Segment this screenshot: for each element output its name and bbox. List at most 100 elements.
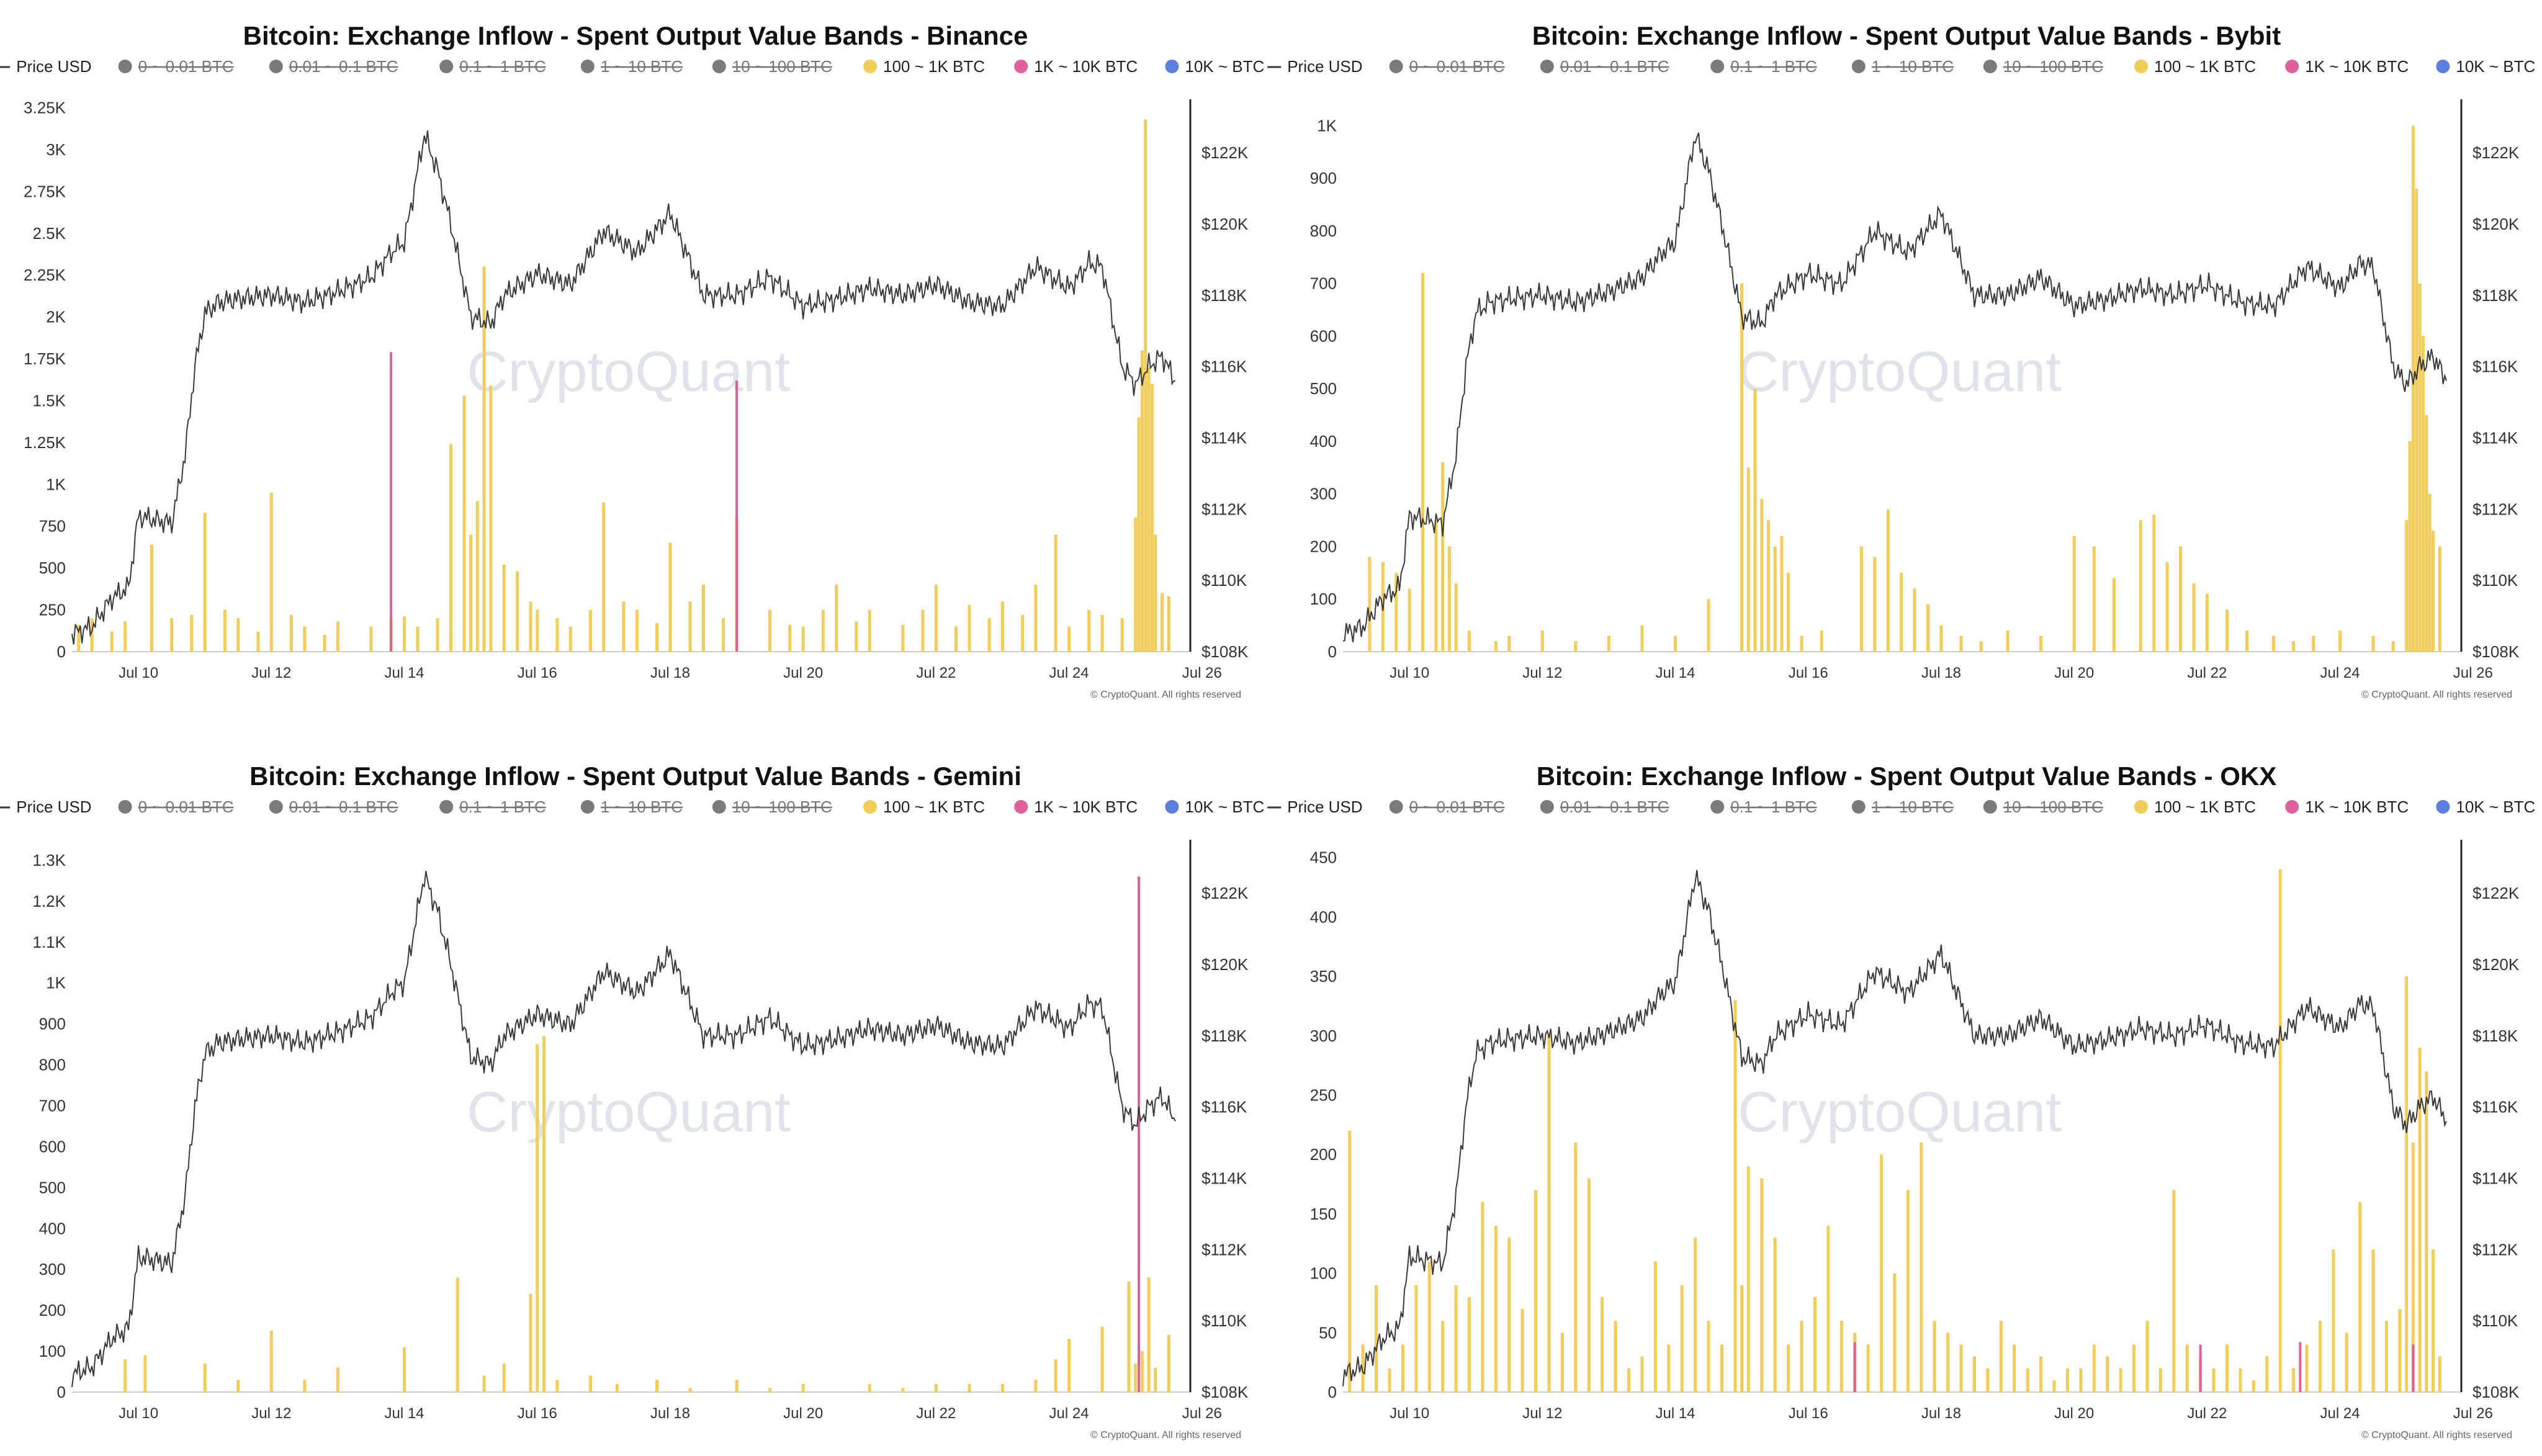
watermark: CryptoQuant — [1738, 1081, 2062, 1144]
bar-100-1k-btc — [190, 614, 194, 652]
y-tick-label: 750 — [39, 517, 66, 536]
bar-100-1k-btc — [615, 1383, 619, 1392]
legend-label: 0 ~ 0.01 BTC — [138, 798, 234, 816]
bar-100-1k-btc — [622, 601, 626, 652]
legend-dot-swatch — [118, 60, 132, 73]
legend-item-4[interactable]: 1 ~ 10 BTC — [580, 57, 683, 76]
y-tick-label: 50 — [1319, 1323, 1337, 1342]
y-tick-label: 400 — [1310, 907, 1337, 926]
bar-100-1k-btc — [2312, 636, 2315, 652]
legend-dot-swatch — [863, 800, 877, 814]
legend-item-8[interactable]: 10K ~ BTC — [1165, 57, 1264, 76]
bar-100-1k-btc — [1820, 631, 1823, 652]
legend-item-8[interactable]: 10K ~ BTC — [2436, 57, 2535, 76]
legend-item-2[interactable]: 0.01 ~ 0.1 BTC — [269, 57, 398, 76]
legend-item-1[interactable]: 0 ~ 0.01 BTC — [118, 798, 234, 816]
legend-item-7[interactable]: 1K ~ 10K BTC — [2285, 798, 2409, 816]
bar-100-1k-btc — [1813, 1296, 1817, 1392]
legend-item-6[interactable]: 100 ~ 1K BTC — [863, 57, 985, 76]
y-tick-label: 600 — [39, 1137, 66, 1156]
bar-100-1k-btc — [2039, 636, 2043, 652]
bar-100-1k-btc — [489, 385, 493, 652]
x-tick-label: Jul 18 — [650, 665, 690, 681]
bar-100-1k-btc — [1388, 1368, 1391, 1392]
bar-100-1k-btc — [2271, 636, 2275, 652]
legend-item-5[interactable]: 10 ~ 100 BTC — [712, 798, 832, 816]
legend-item-5[interactable]: 10 ~ 100 BTC — [1983, 798, 2103, 816]
legend-item-6[interactable]: 100 ~ 1K BTC — [2134, 798, 2256, 816]
legend-item-7[interactable]: 1K ~ 10K BTC — [1014, 798, 1138, 816]
bar-100-1k-btc — [1880, 1154, 1884, 1392]
legend-item-2[interactable]: 0.01 ~ 0.1 BTC — [1540, 798, 1669, 816]
bar-100-1k-btc — [768, 609, 772, 652]
x-tick-label: Jul 16 — [1789, 1405, 1828, 1422]
legend-label: 0.1 ~ 1 BTC — [459, 57, 546, 76]
legend-item-4[interactable]: 1 ~ 10 BTC — [1851, 57, 1954, 76]
legend-item-8[interactable]: 10K ~ BTC — [1165, 798, 1264, 816]
bar-100-1k-btc — [124, 621, 127, 652]
price-tick-label: $116K — [1201, 1098, 1247, 1117]
legend-item-3[interactable]: 0.1 ~ 1 BTC — [439, 57, 546, 76]
legend-dot-swatch — [1710, 800, 1725, 814]
y-tick-label: 0 — [1328, 1383, 1337, 1401]
bar-100-1k-btc — [223, 609, 227, 652]
x-tick-label: Jul 18 — [1921, 665, 1961, 681]
bar-100-1k-btc — [1893, 1273, 1897, 1392]
legend-item-6[interactable]: 100 ~ 1K BTC — [2134, 57, 2256, 76]
x-tick-label: Jul 24 — [1049, 665, 1089, 681]
legend-item-0[interactable]: Price USD — [1267, 798, 1363, 816]
bar-100-1k-btc — [1067, 1339, 1071, 1392]
bar-100-1k-btc — [1773, 546, 1777, 652]
x-tick-label: Jul 14 — [1655, 665, 1695, 681]
bar-100-1k-btc — [555, 1380, 559, 1392]
legend-label: 10K ~ BTC — [2456, 798, 2535, 816]
legend-item-5[interactable]: 10 ~ 100 BTC — [1983, 57, 2103, 76]
legend-item-1[interactable]: 0 ~ 0.01 BTC — [1389, 798, 1505, 816]
legend-item-2[interactable]: 0.01 ~ 0.1 BTC — [1540, 57, 1669, 76]
legend-item-4[interactable]: 1 ~ 10 BTC — [1851, 798, 1954, 816]
price-line — [1342, 132, 2447, 642]
bar-100-1k-btc — [934, 1383, 938, 1392]
x-tick-label: Jul 22 — [916, 1405, 956, 1422]
bar-100-1k-btc — [2292, 641, 2296, 652]
bar-100-1k-btc — [2205, 593, 2209, 652]
chart-title: Bitcoin: Exchange Inflow - Spent Output … — [243, 21, 1028, 50]
legend-item-3[interactable]: 0.1 ~ 1 BTC — [439, 798, 546, 816]
x-tick-label: Jul 18 — [650, 1405, 690, 1422]
legend-label: 10 ~ 100 BTC — [2003, 798, 2103, 816]
bar-100-1k-btc — [1427, 1261, 1431, 1392]
bar-100-1k-btc — [1986, 1368, 1990, 1392]
bar-100-1k-btc — [1454, 583, 1458, 652]
bar-100-1k-btc — [303, 1380, 307, 1392]
legend-item-0[interactable]: Price USD — [1267, 57, 1363, 76]
legend-item-7[interactable]: 1K ~ 10K BTC — [2285, 57, 2409, 76]
legend-item-3[interactable]: 0.1 ~ 1 BTC — [1710, 798, 1817, 816]
x-tick-label: Jul 24 — [1049, 1405, 1089, 1422]
legend-item-4[interactable]: 1 ~ 10 BTC — [580, 798, 683, 816]
bar-100-1k-btc — [1534, 1190, 1538, 1392]
legend-item-3[interactable]: 0.1 ~ 1 BTC — [1710, 57, 1817, 76]
price-tick-label: $110K — [1201, 571, 1247, 590]
price-tick-label: $122K — [2472, 884, 2520, 902]
y-tick-label: 1.75K — [24, 349, 66, 368]
legend-item-7[interactable]: 1K ~ 10K BTC — [1014, 57, 1138, 76]
y-tick-label: 200 — [39, 1301, 66, 1319]
bar-100-1k-btc — [2239, 1368, 2242, 1392]
bar-100-1k-btc — [801, 626, 805, 652]
legend-dot-swatch — [580, 60, 595, 73]
legend-item-5[interactable]: 10 ~ 100 BTC — [712, 57, 832, 76]
bar-100-1k-btc — [2438, 1356, 2441, 1392]
legend-item-6[interactable]: 100 ~ 1K BTC — [863, 798, 985, 816]
legend-item-8[interactable]: 10K ~ BTC — [2436, 798, 2535, 816]
legend-label: 1 ~ 10 BTC — [601, 57, 683, 76]
legend-item-0[interactable]: Price USD — [0, 57, 92, 76]
legend-item-1[interactable]: 0 ~ 0.01 BTC — [118, 57, 234, 76]
bar-100-1k-btc — [1067, 626, 1071, 652]
legend-item-1[interactable]: 0 ~ 0.01 BTC — [1389, 57, 1505, 76]
legend-item-0[interactable]: Price USD — [0, 798, 92, 816]
bar-100-1k-btc — [1607, 636, 1610, 652]
bar-100-1k-btc — [1614, 1321, 1617, 1392]
bar-100-1k-btc — [323, 635, 326, 652]
legend-item-2[interactable]: 0.01 ~ 0.1 BTC — [269, 798, 398, 816]
bar-100-1k-btc — [1720, 1344, 1723, 1392]
